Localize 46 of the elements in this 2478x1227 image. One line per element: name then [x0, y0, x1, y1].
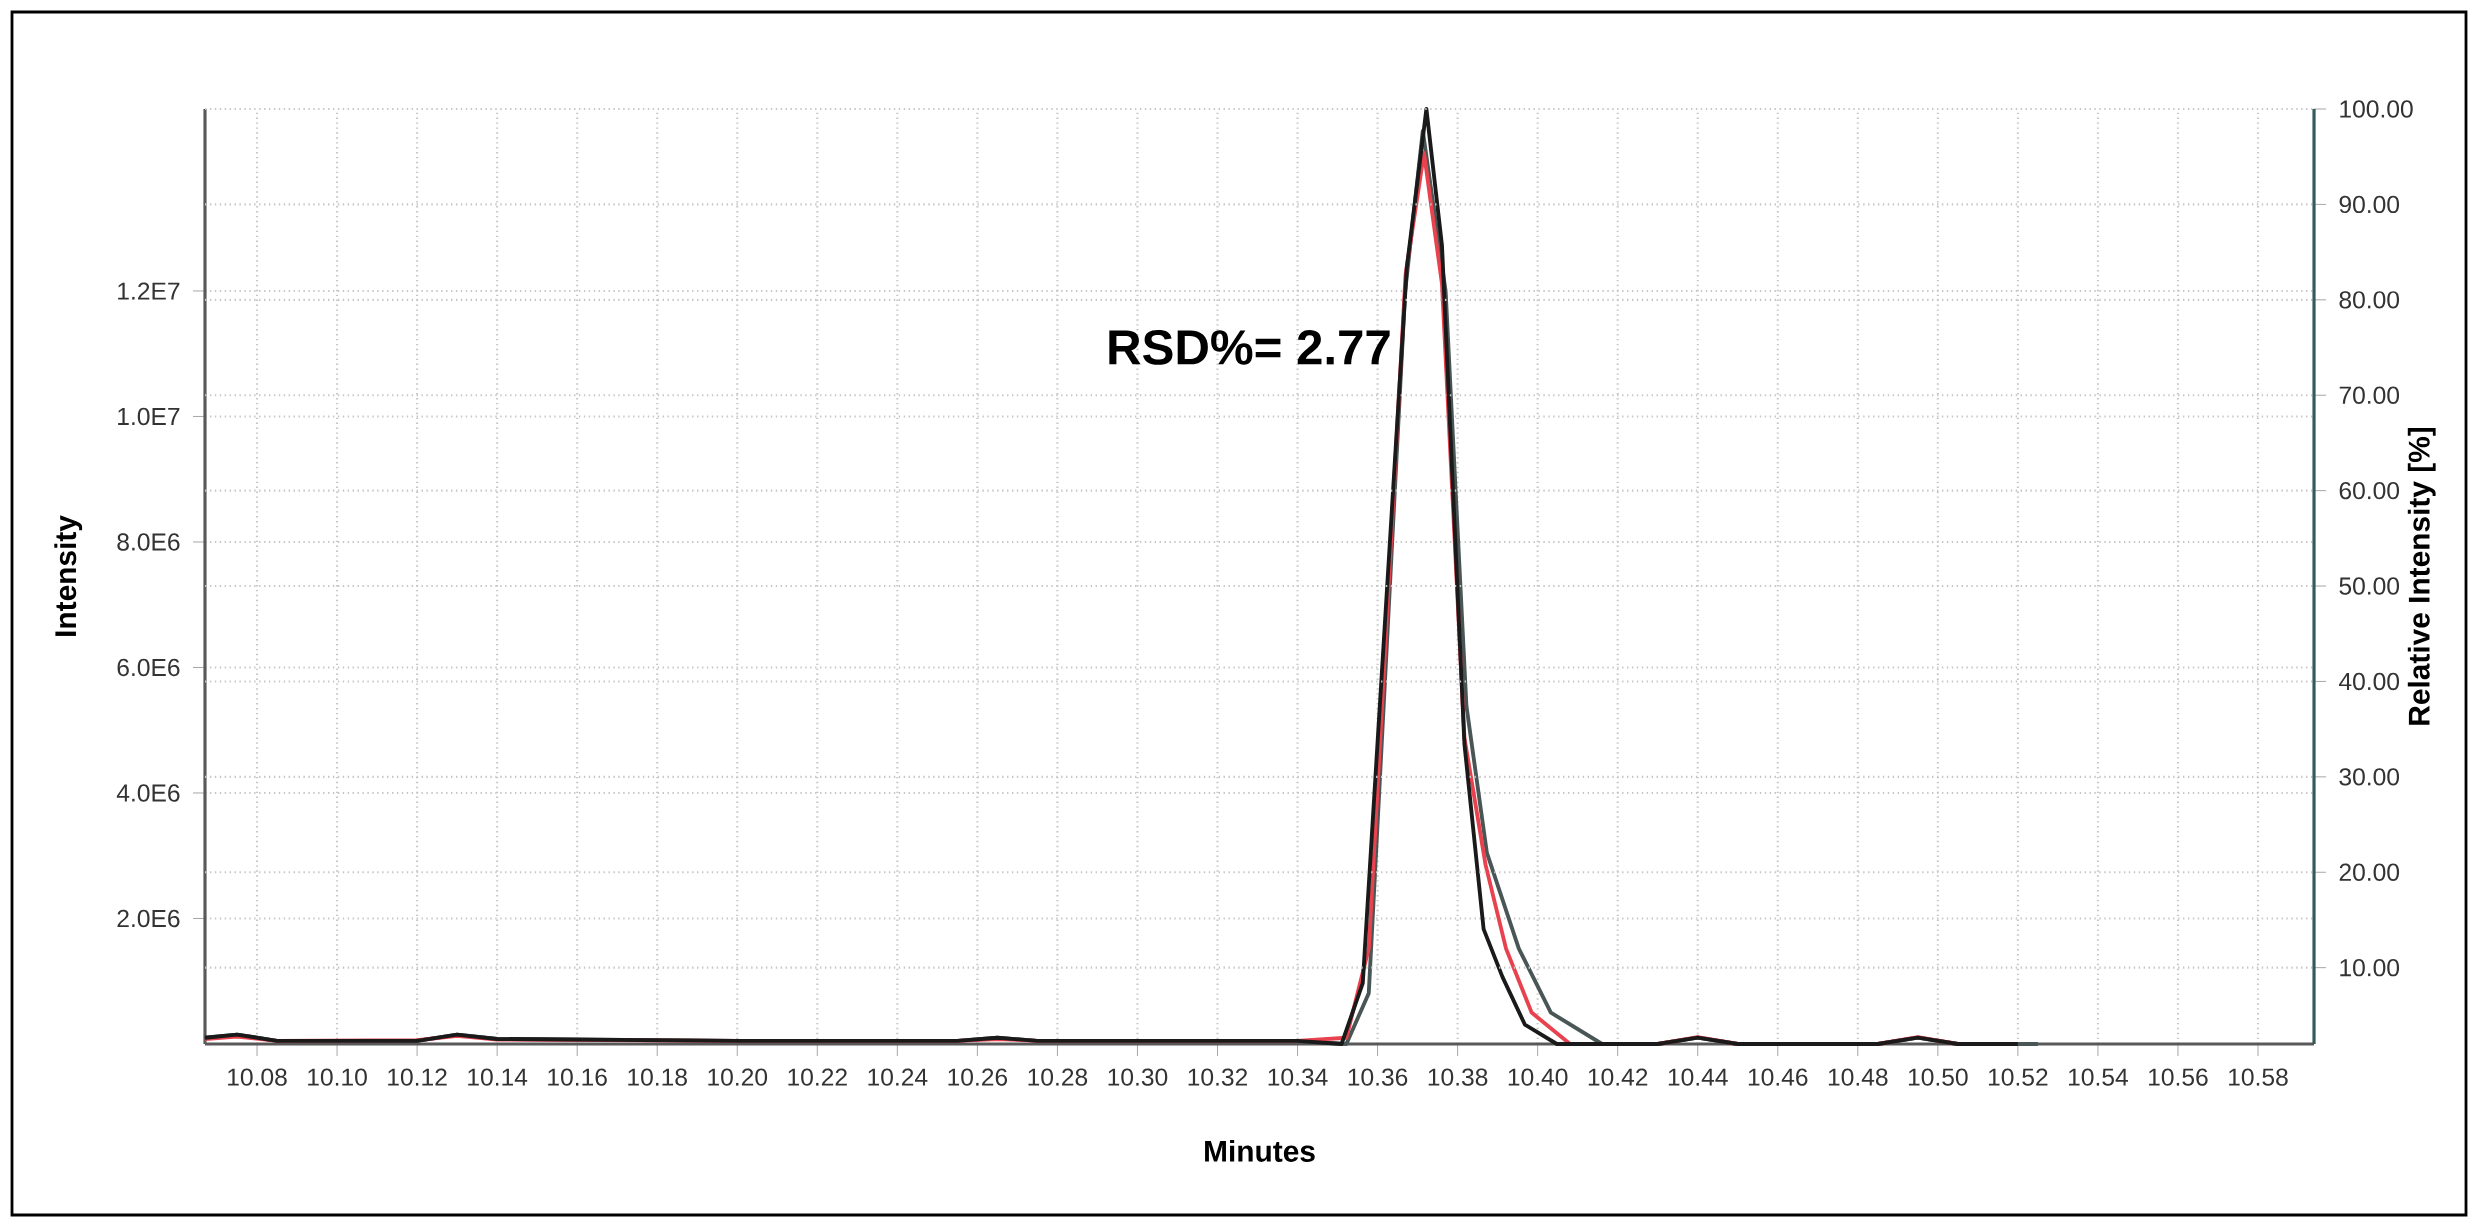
x-axis-title: Minutes [1205, 1139, 1315, 1162]
y2-axis-title: Relative Intensity [%] [2407, 427, 2436, 725]
y-axis-title: Intensity [54, 515, 83, 636]
y2-tick-label: 50.00 [2339, 577, 2400, 595]
y2-tick-label: 10.00 [2340, 958, 2400, 977]
y-tick-label: 8.0E6 [117, 533, 180, 551]
x-tick-label: 10.52 [1988, 1068, 2048, 1086]
x-tick-label: 10.44 [1668, 1068, 1728, 1086]
x-tick-label: 10.58 [2229, 1068, 2288, 1086]
x-tick-label: 10.36 [1348, 1068, 1408, 1086]
x-tick-label: 10.54 [2069, 1068, 2128, 1086]
x-tick-label: 10.26 [948, 1068, 1008, 1086]
y-tick-label: 4.0E6 [116, 784, 180, 802]
x-tick-label: 10.14 [468, 1068, 528, 1086]
y2-tick-label: 70.00 [2339, 386, 2400, 404]
x-tick-label: 10.16 [548, 1068, 607, 1086]
x-tick-label: 10.50 [1908, 1068, 1968, 1086]
y2-tick-label: 80.00 [2339, 291, 2400, 309]
x-tick-label: 10.18 [628, 1068, 687, 1086]
x-tick-label: 10.40 [1508, 1068, 1568, 1086]
x-tick-label: 10.34 [1268, 1068, 1328, 1086]
y-tick-label: 1.2E7 [118, 282, 180, 300]
y-tick-label: 2.0E6 [117, 909, 180, 928]
y2-tick-label: 100.00 [2340, 100, 2413, 118]
x-tick-label: 10.46 [1748, 1068, 1808, 1086]
annotation: RSD%= 2.77 [1109, 329, 1390, 365]
x-tick-label: 10.38 [1428, 1068, 1488, 1086]
x-tick-label: 10.30 [1108, 1068, 1168, 1086]
x-tick-label: 10.32 [1188, 1068, 1248, 1086]
x-tick-label: 10.42 [1588, 1068, 1648, 1086]
y2-tick-label: 20.00 [2339, 863, 2400, 881]
x-tick-label: 10.08 [228, 1068, 287, 1086]
x-tick-label: 10.56 [2149, 1068, 2208, 1086]
x-tick-label: 10.48 [1828, 1068, 1888, 1086]
x-tick-label: 10.22 [788, 1068, 847, 1086]
y2-tick-label: 40.00 [2338, 672, 2400, 691]
x-tick-label: 10.28 [1028, 1068, 1088, 1086]
x-tick-label: 10.12 [388, 1068, 447, 1086]
x-tick-label: 10.24 [868, 1068, 928, 1086]
y-tick-label: 6.0E6 [117, 658, 180, 677]
y2-tick-label: 30.00 [2339, 768, 2400, 786]
y2-tick-label: 60.00 [2339, 481, 2400, 500]
x-tick-label: 10.20 [708, 1068, 768, 1086]
y2-tick-label: 90.00 [2339, 195, 2400, 214]
x-tick-label: 10.10 [308, 1068, 367, 1086]
y-tick-label: 1.0E7 [118, 407, 180, 426]
